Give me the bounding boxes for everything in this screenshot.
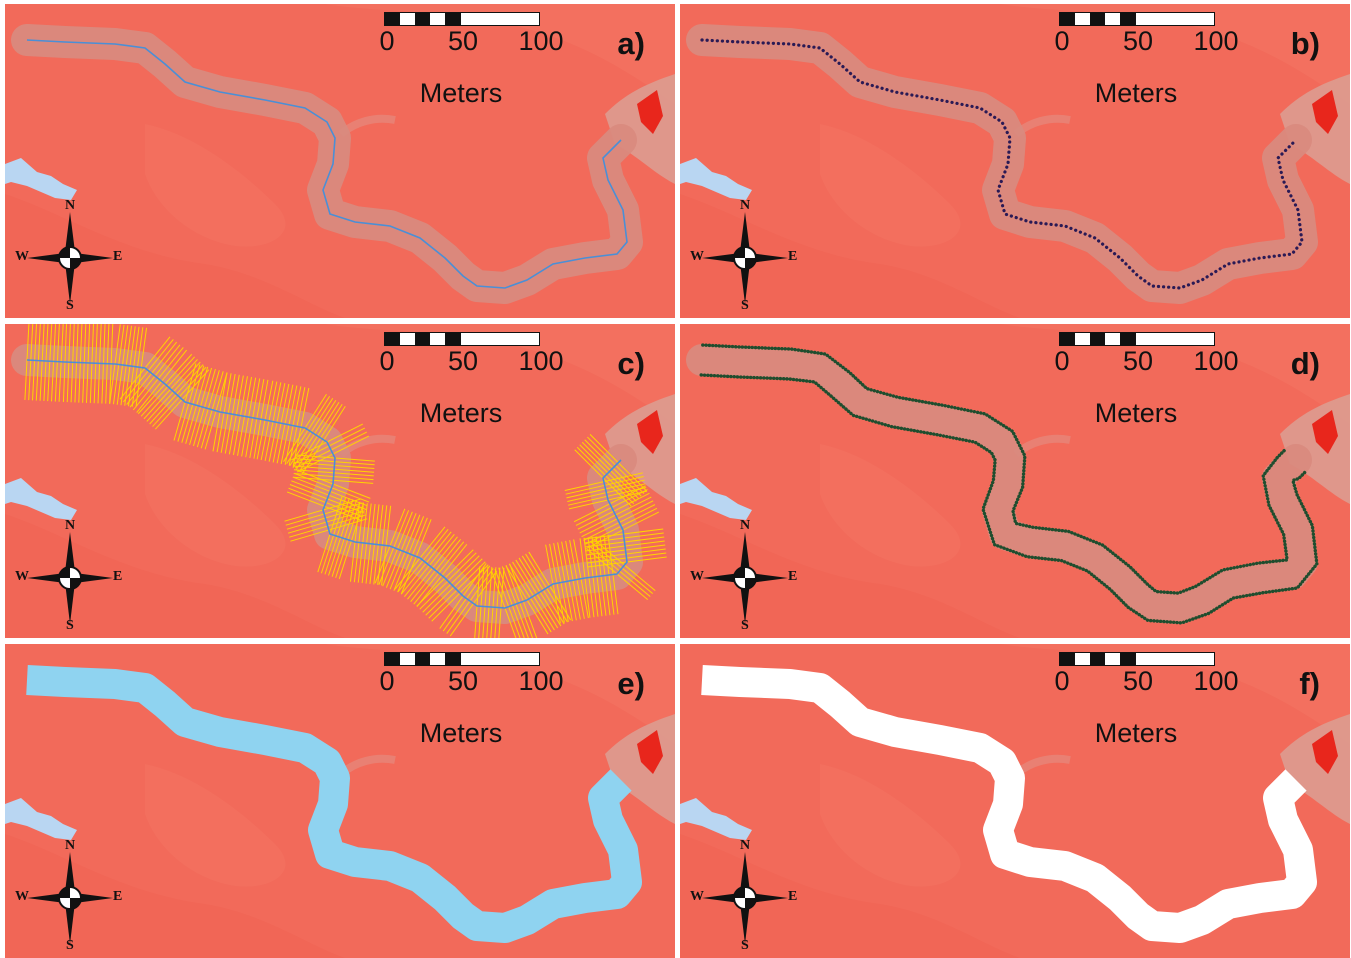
panel-label-d: d) xyxy=(1290,346,1320,381)
panel-label-b: b) xyxy=(1290,26,1320,61)
north-arrow-icon: N S W E xyxy=(15,198,125,314)
scale-tick-0: 0 xyxy=(1054,346,1070,376)
scale-tick-50: 50 xyxy=(1122,666,1154,696)
scale-unit: Meters xyxy=(419,398,503,428)
map-b-canvas xyxy=(680,4,1350,318)
compass-north: N xyxy=(65,838,76,853)
compass-south: S xyxy=(66,618,74,633)
scale-unit: Meters xyxy=(1094,78,1178,108)
compass-east: E xyxy=(788,889,798,904)
scale-unit: Meters xyxy=(419,718,503,748)
river-polygon xyxy=(26,665,642,943)
compass-south: S xyxy=(66,938,74,953)
compass-north: N xyxy=(65,518,76,533)
north-arrow-icon: N S W E xyxy=(15,518,125,634)
river-centerline xyxy=(26,359,628,609)
panel-label-c: c) xyxy=(617,346,645,381)
map-panel-e: e) 0 50 100 Meters N S W E xyxy=(5,644,675,958)
scale-tick-0: 0 xyxy=(379,26,395,56)
map-panel-f: f) 0 50 100 Meters N S W E xyxy=(680,644,1350,958)
scale-tick-50: 50 xyxy=(1122,346,1154,376)
bank-points-left xyxy=(701,343,1290,595)
map-panel-c: c) 0 50 100 Meters N S W E xyxy=(5,324,675,638)
compass-west: W xyxy=(15,569,29,584)
scale-unit: Meters xyxy=(419,78,503,108)
compass-west: W xyxy=(690,569,704,584)
bank-points-right xyxy=(699,373,1319,625)
compass-west: W xyxy=(690,889,704,904)
map-f-canvas xyxy=(680,644,1350,958)
scale-bar: 0 50 100 Meters xyxy=(1054,12,1239,108)
river-mask xyxy=(701,665,1317,943)
panel-label-e: e) xyxy=(617,666,645,701)
compass-north: N xyxy=(740,518,751,533)
compass-east: E xyxy=(113,889,123,904)
compass-east: E xyxy=(113,569,123,584)
map-panel-a: a) 0 50 100 Meters N S W E xyxy=(5,4,675,318)
compass-east: E xyxy=(788,569,798,584)
scale-tick-100: 100 xyxy=(1193,26,1239,56)
scale-bar: 0 50 100 Meters xyxy=(379,12,564,108)
scale-tick-100: 100 xyxy=(518,346,564,376)
scale-tick-50: 50 xyxy=(447,346,479,376)
scale-bar: 0 50 100 Meters xyxy=(1054,652,1239,748)
compass-east: E xyxy=(113,249,123,264)
scale-bar: 0 50 100 Meters xyxy=(379,332,564,428)
river-centerline xyxy=(26,39,628,289)
scale-tick-100: 100 xyxy=(1193,666,1239,696)
centerline-points xyxy=(700,38,1304,290)
scale-unit: Meters xyxy=(1094,398,1178,428)
scale-tick-100: 100 xyxy=(518,666,564,696)
scale-unit: Meters xyxy=(1094,718,1178,748)
scale-bar: 0 50 100 Meters xyxy=(1054,332,1239,428)
panel-label-f: f) xyxy=(1299,666,1320,701)
north-arrow-icon: N S W E xyxy=(15,838,125,954)
scale-tick-0: 0 xyxy=(1054,26,1070,56)
compass-west: W xyxy=(15,249,29,264)
compass-south: S xyxy=(66,298,74,313)
scale-tick-0: 0 xyxy=(379,666,395,696)
scale-tick-50: 50 xyxy=(447,666,479,696)
scale-bar: 0 50 100 Meters xyxy=(379,652,564,748)
scale-tick-0: 0 xyxy=(379,346,395,376)
scale-tick-100: 100 xyxy=(518,26,564,56)
north-arrow-icon: N S W E xyxy=(690,198,800,314)
compass-south: S xyxy=(741,938,749,953)
compass-south: S xyxy=(741,618,749,633)
map-e-canvas xyxy=(5,644,675,958)
river-buffer xyxy=(686,344,1318,624)
map-a-canvas xyxy=(5,4,675,318)
scale-tick-50: 50 xyxy=(447,26,479,56)
map-c-canvas xyxy=(5,324,675,638)
north-arrow-icon: N S W E xyxy=(690,518,800,634)
map-panel-d: d) 0 50 100 Meters N S W E xyxy=(680,324,1350,638)
north-arrow-icon: N S W E xyxy=(690,838,800,954)
map-panel-b: b) 0 50 100 Meters N S W E xyxy=(680,4,1350,318)
compass-west: W xyxy=(15,889,29,904)
compass-north: N xyxy=(740,838,751,853)
compass-east: E xyxy=(788,249,798,264)
panel-label-a: a) xyxy=(617,26,645,61)
compass-west: W xyxy=(690,249,704,264)
compass-north: N xyxy=(65,198,76,213)
scale-tick-100: 100 xyxy=(1193,346,1239,376)
compass-north: N xyxy=(740,198,751,213)
scale-tick-0: 0 xyxy=(1054,666,1070,696)
compass-south: S xyxy=(741,298,749,313)
map-d-canvas xyxy=(680,324,1350,638)
scale-tick-50: 50 xyxy=(1122,26,1154,56)
